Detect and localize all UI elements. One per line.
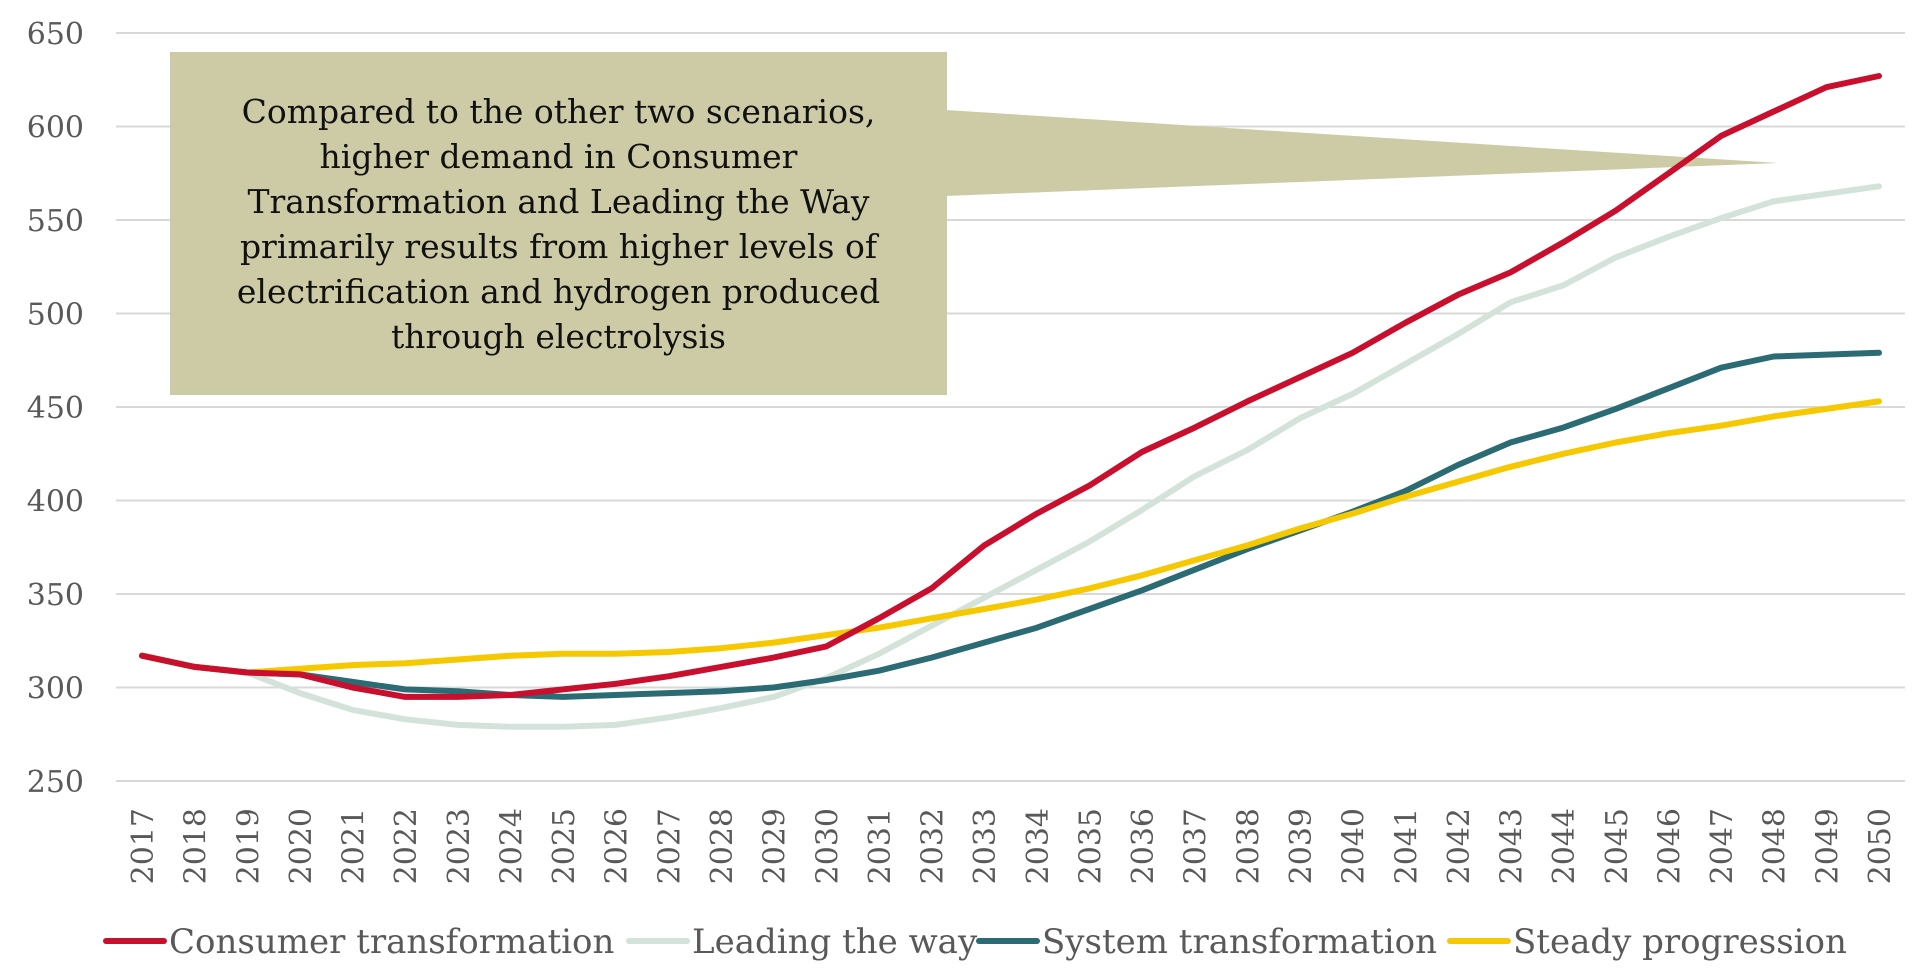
- series-lines: [139, 73, 1882, 730]
- x-tick-label: 2028: [705, 808, 740, 884]
- x-tick-label: 2031: [863, 808, 898, 884]
- x-tick-label: 2017: [126, 808, 161, 884]
- x-axis-ticks: 2017 2018 2019 2020 2021 2022 2023 2024 2025 2026…: [126, 808, 1898, 884]
- x-tick-label: 2020: [284, 808, 319, 884]
- x-tick-label: 2048: [1758, 808, 1793, 884]
- x-tick-label: 2041: [1389, 808, 1424, 884]
- y-tick-label: 300: [27, 672, 84, 707]
- y-tick-label: 650: [27, 17, 84, 52]
- x-tick-label: 2033: [968, 808, 1003, 884]
- legend-label: Consumer transformation: [169, 922, 614, 962]
- x-tick-label: 2022: [389, 808, 424, 884]
- x-tick-label: 2027: [652, 808, 687, 884]
- x-tick-label: 2032: [916, 808, 951, 884]
- legend-label: Steady progression: [1513, 922, 1847, 962]
- callout-box: [170, 52, 947, 395]
- callout-text: Compared to the other two scenarios, hig…: [236, 91, 881, 356]
- series-line-system-transformation: [139, 349, 1882, 700]
- y-tick-label: 600: [27, 111, 84, 146]
- x-tick-label: 2025: [547, 808, 582, 884]
- callout-pointer: [946, 110, 1778, 196]
- legend-label: Leading the way: [692, 922, 978, 962]
- x-tick-label: 2039: [1284, 808, 1319, 884]
- x-tick-label: 2024: [494, 808, 529, 884]
- x-tick-label: 2018: [179, 808, 214, 884]
- x-tick-label: 2040: [1337, 808, 1372, 884]
- x-tick-label: 2026: [600, 808, 635, 884]
- y-tick-label: 550: [27, 204, 84, 239]
- x-tick-label: 2030: [810, 808, 845, 884]
- series-line-leading-the-way: [139, 183, 1882, 730]
- x-tick-label: 2036: [1126, 808, 1161, 884]
- x-tick-label: 2019: [231, 808, 266, 884]
- x-tick-label: 2049: [1810, 808, 1845, 884]
- y-axis-ticks: 250 300 350 400 450 500 550 600 650: [27, 17, 84, 800]
- series-line-steady-progression: [139, 398, 1882, 676]
- y-tick-label: 500: [27, 298, 84, 333]
- y-tick-label: 400: [27, 485, 84, 520]
- x-tick-label: 2035: [1073, 808, 1108, 884]
- y-tick-label: 250: [27, 765, 84, 800]
- x-tick-label: 2044: [1547, 808, 1582, 884]
- x-tick-label: 2021: [337, 808, 372, 884]
- x-tick-label: 2042: [1442, 808, 1477, 884]
- legend-label: System transformation: [1042, 922, 1437, 962]
- x-tick-label: 2050: [1863, 808, 1898, 884]
- x-tick-label: 2029: [758, 808, 793, 884]
- legend: Consumer transformation Leading the way Sy…: [103, 922, 1847, 962]
- x-tick-label: 2043: [1495, 808, 1530, 884]
- x-tick-label: 2023: [442, 808, 477, 884]
- y-tick-label: 350: [27, 578, 84, 613]
- x-tick-label: 2047: [1705, 808, 1740, 884]
- x-tick-label: 2045: [1600, 808, 1635, 884]
- x-tick-label: 2038: [1231, 808, 1266, 884]
- y-tick-label: 450: [27, 391, 84, 426]
- callout-annotation: Compared to the other two scenarios, hig…: [170, 52, 947, 395]
- series-line-consumer-transformation: [139, 73, 1882, 700]
- x-tick-label: 2037: [1179, 808, 1214, 884]
- x-tick-label: 2034: [1021, 808, 1056, 884]
- x-tick-label: 2046: [1652, 808, 1687, 884]
